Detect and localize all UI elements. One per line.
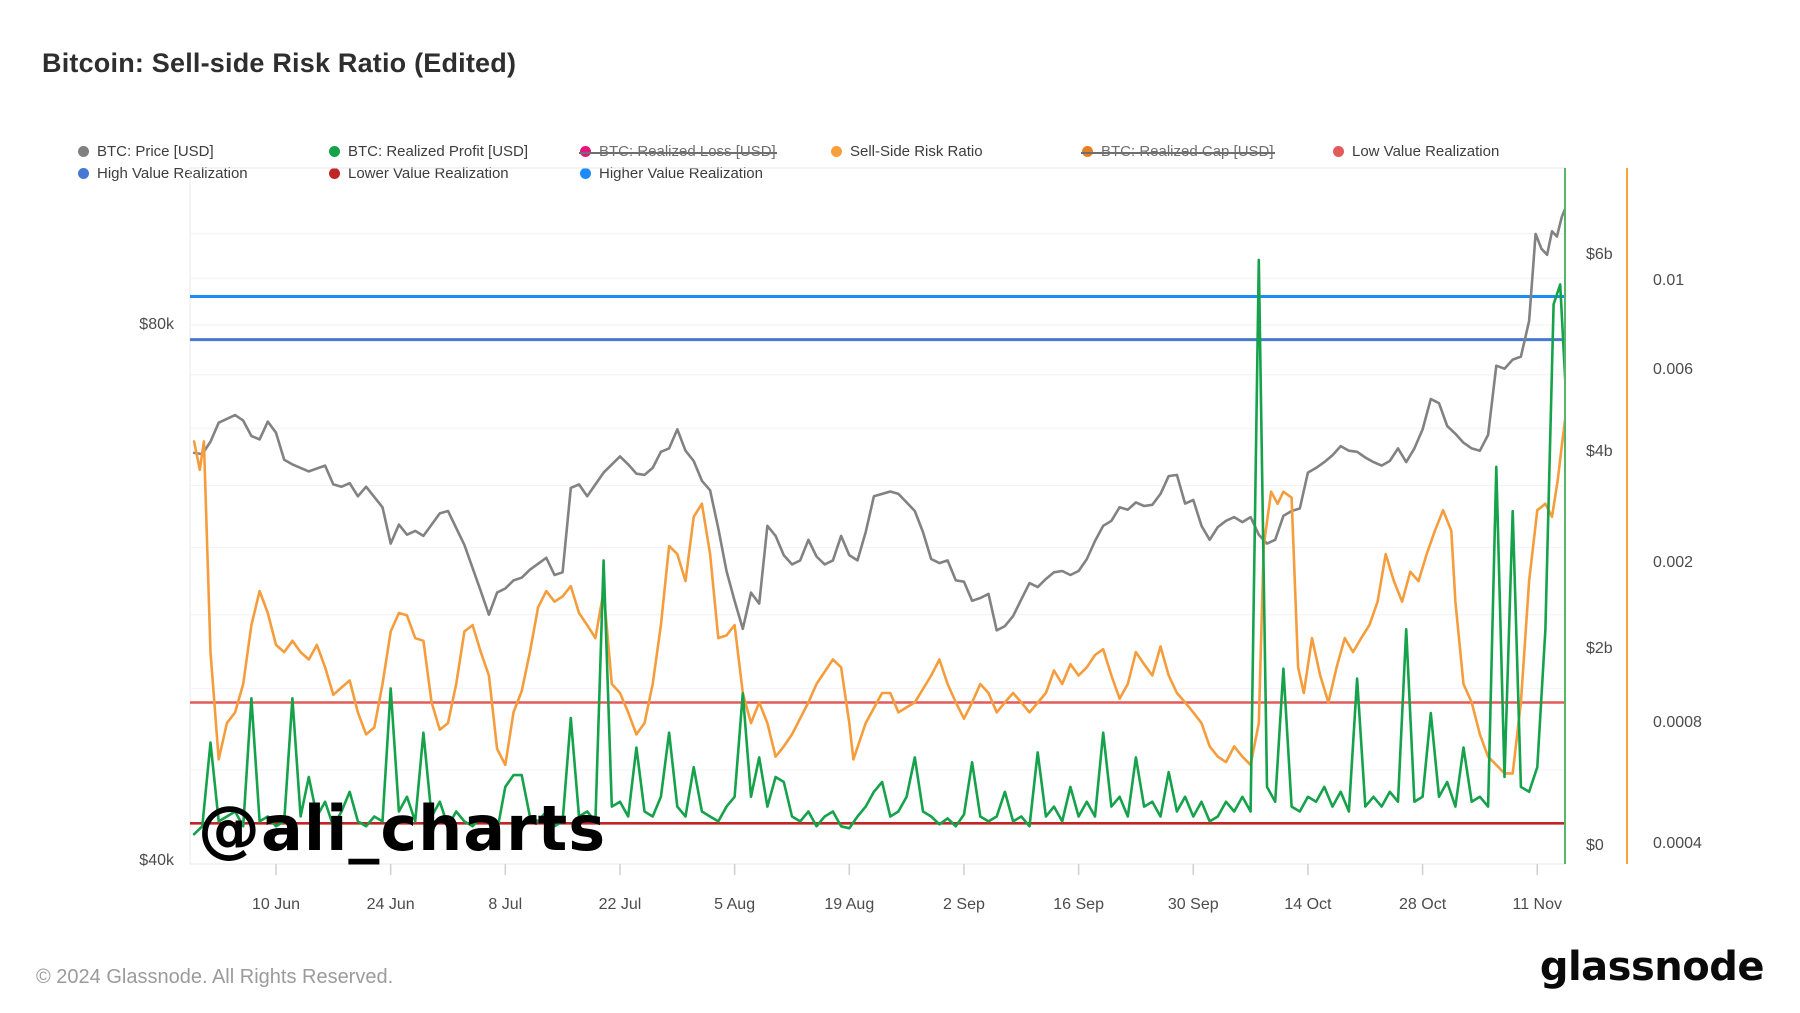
x-axis-tick-8-jul: 8 Jul [488,896,523,913]
x-axis-tick-24-jun: 24 Jun [366,896,415,913]
price-axis-tick-40k: $40k [139,852,174,869]
ssr-axis-tick-0-0008: 0.0008 [1653,714,1702,732]
legend-label: Sell-Side Risk Ratio [850,143,983,160]
legend-item-btc-price-usd[interactable]: BTC: Price [USD] [78,143,329,160]
watermark: @ali_charts [198,792,607,865]
realized-axis-tick-6b: $6b [1586,246,1613,263]
x-axis-tick-2-sep: 2 Sep [943,896,985,913]
x-axis-tick-10-jun: 10 Jun [251,896,301,913]
legend-label: Lower Value Realization [348,165,509,182]
x-axis-tick-30-sep: 30 Sep [1167,896,1219,913]
legend-label: Higher Value Realization [599,165,763,182]
x-axis-tick-11-nov: 11 Nov [1512,896,1563,913]
legend-label: BTC: Price [USD] [97,143,214,160]
legend-item-higher-value-realization[interactable]: Higher Value Realization [580,165,831,182]
x-axis-tick-28-oct: 28 Oct [1399,896,1447,913]
ssr-axis-tick-0-006: 0.006 [1653,361,1694,379]
x-axis-tick-14-oct: 14 Oct [1284,896,1332,913]
legend-item-low-value-realization[interactable]: Low Value Realization [1333,143,1499,160]
realized-axis-tick-0: $0 [1586,837,1604,854]
legend-label: High Value Realization [97,165,248,182]
footer-copyright: © 2024 Glassnode. All Rights Reserved. [36,966,394,988]
series-btc-realized-profit-usd [192,258,1565,836]
legend-swatch-btc-realized-profit-usd [329,146,340,157]
legend-item-lower-value-realization[interactable]: Lower Value Realization [329,165,580,182]
legend-item-high-value-realization[interactable]: High Value Realization [78,165,329,182]
price-axis-tick-80k: $80k [139,315,174,333]
legend-item-btc-realized-cap-usd[interactable]: BTC: Realized Cap [USD] [1081,143,1333,160]
x-axis-tick-22-jul: 22 Jul [598,896,642,913]
ssr-axis-tick-0-002: 0.002 [1653,553,1694,571]
chart-legend-row-2: High Value Realization Lower Value Realiz… [78,165,831,182]
legend-label: BTC: Realized Profit [USD] [348,143,529,160]
series-btc-price-usd [192,205,1565,632]
legend-label: Low Value Realization [1352,143,1500,160]
realized-axis-tick-4b: $4b [1586,443,1613,460]
legend-swatch-higher-value-realization [580,168,591,179]
ssr-axis-tick-0-01: 0.01 [1653,272,1685,289]
x-axis-tick-16-sep: 16 Sep [1053,896,1104,913]
ssr-axis-tick-0-0004: 0.0004 [1653,835,1702,853]
series-sell-side-risk-ratio [192,412,1565,775]
glassnode-logo: glassnode [1539,944,1765,990]
legend-swatch-sell-side-risk-ratio [831,146,842,157]
realized-axis-tick-2b: $2b [1586,640,1613,657]
x-axis-tick-5-aug: 5 Aug [714,896,756,913]
legend-swatch-low-value-realization [1333,146,1344,157]
legend-item-sell-side-risk-ratio[interactable]: Sell-Side Risk Ratio [831,143,1082,160]
legend-item-btc-realized-profit-usd[interactable]: BTC: Realized Profit [USD] [329,143,580,160]
x-axis-tick-19-aug: 19 Aug [824,896,875,913]
chart-title: Bitcoin: Sell-side Risk Ratio (Edited) [42,48,517,78]
legend-swatch-btc-price-usd [78,146,89,157]
legend-item-btc-realized-loss-usd[interactable]: BTC: Realized Loss [USD] [579,143,831,160]
legend-swatch-high-value-realization [78,168,89,179]
chart-legend-row-1: BTC: Price [USD] BTC: Realized Profit [US… [78,143,1499,160]
legend-swatch-lower-value-realization [329,168,340,179]
